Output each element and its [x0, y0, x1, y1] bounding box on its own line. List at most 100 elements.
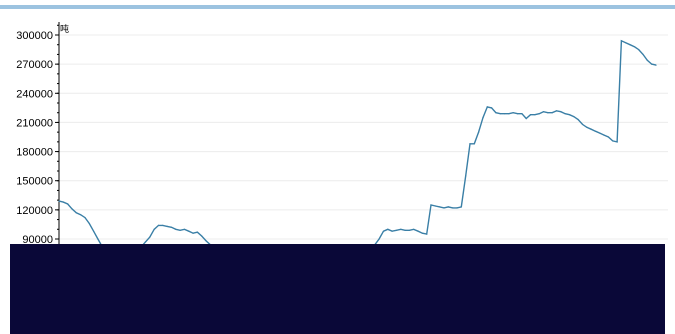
series-line	[58, 39, 657, 259]
data-point	[71, 208, 73, 210]
y-axis: 300000 270000 240000 210000 180000 150000 1200…	[16, 22, 60, 250]
y-tick-label: 120000	[16, 205, 53, 217]
data-point	[599, 132, 601, 134]
data-point	[542, 111, 545, 113]
data-point	[473, 143, 475, 145]
data-point	[192, 232, 194, 234]
data-point	[525, 117, 527, 120]
y-tick-label: 210000	[16, 117, 53, 129]
data-point	[534, 114, 536, 116]
data-point	[620, 40, 623, 42]
data-point	[205, 240, 207, 242]
y-tick-label: 150000	[16, 176, 53, 188]
data-point	[456, 207, 458, 209]
gridlines	[59, 34, 668, 240]
data-point	[568, 114, 571, 116]
data-point	[594, 130, 597, 132]
data-point	[166, 225, 168, 227]
data-point	[93, 230, 95, 232]
data-point	[62, 201, 64, 203]
data-point	[512, 112, 514, 114]
data-point	[573, 116, 575, 118]
data-point	[67, 203, 69, 205]
data-point	[581, 123, 584, 125]
data-point	[491, 107, 493, 109]
data-point	[404, 229, 406, 231]
data-point	[84, 217, 86, 219]
data-point	[196, 231, 198, 233]
data-point	[603, 134, 605, 136]
data-point	[58, 200, 60, 202]
data-point	[378, 238, 380, 240]
data-point	[201, 235, 203, 237]
data-point	[478, 131, 480, 133]
data-point	[88, 222, 90, 225]
data-point	[564, 113, 566, 115]
data-point	[577, 118, 579, 121]
data-point	[551, 112, 553, 114]
data-point	[408, 229, 410, 231]
data-point	[555, 110, 558, 112]
data-point	[612, 140, 614, 142]
data-point	[144, 241, 147, 243]
data-point	[443, 207, 445, 209]
data-point	[616, 141, 618, 143]
data-point	[452, 207, 454, 209]
data-point	[439, 206, 441, 208]
data-point	[642, 53, 644, 56]
data-point	[447, 206, 449, 208]
data-point	[434, 205, 436, 207]
y-tick-label: 240000	[16, 88, 53, 100]
data-point	[655, 64, 657, 66]
data-point	[153, 228, 155, 230]
data-point	[607, 136, 610, 138]
data-point	[646, 59, 648, 61]
data-point	[482, 117, 484, 119]
y-tick-label: 180000	[16, 147, 53, 159]
data-point	[499, 113, 501, 115]
data-point	[183, 228, 186, 230]
data-point	[391, 230, 393, 232]
y-tick-label: 270000	[16, 59, 53, 71]
data-point	[188, 230, 190, 232]
top-accent-band	[0, 5, 675, 9]
data-point	[149, 236, 151, 238]
data-point	[586, 126, 588, 128]
data-point	[529, 114, 532, 116]
data-point	[638, 49, 640, 51]
data-point	[504, 113, 506, 115]
data-point	[421, 232, 423, 234]
data-point	[162, 224, 164, 226]
data-point	[633, 46, 636, 48]
data-point	[417, 230, 419, 232]
data-point	[426, 233, 428, 235]
data-point	[175, 228, 177, 230]
data-point	[547, 112, 549, 114]
data-point	[179, 229, 181, 231]
data-point	[651, 63, 653, 65]
data-point	[395, 229, 397, 231]
data-point	[80, 214, 82, 216]
data-point	[517, 113, 519, 115]
data-point	[469, 143, 471, 145]
data-point	[625, 42, 627, 44]
data-point	[495, 112, 497, 114]
data-point	[157, 224, 160, 226]
data-point	[387, 228, 389, 230]
data-point	[382, 230, 385, 232]
data-point	[508, 113, 510, 115]
data-points	[58, 40, 657, 259]
data-point	[413, 228, 415, 230]
occlusion-overlay	[10, 244, 665, 334]
data-point	[170, 226, 173, 228]
data-point	[400, 228, 402, 230]
data-point	[560, 111, 562, 113]
data-point	[465, 175, 467, 177]
y-axis-unit-label: 吨	[60, 23, 69, 34]
y-tick-label: 300000	[16, 30, 53, 42]
data-point	[460, 206, 462, 208]
data-point	[590, 128, 592, 130]
data-point	[97, 238, 99, 240]
y-tick-label: 90000	[22, 234, 53, 246]
